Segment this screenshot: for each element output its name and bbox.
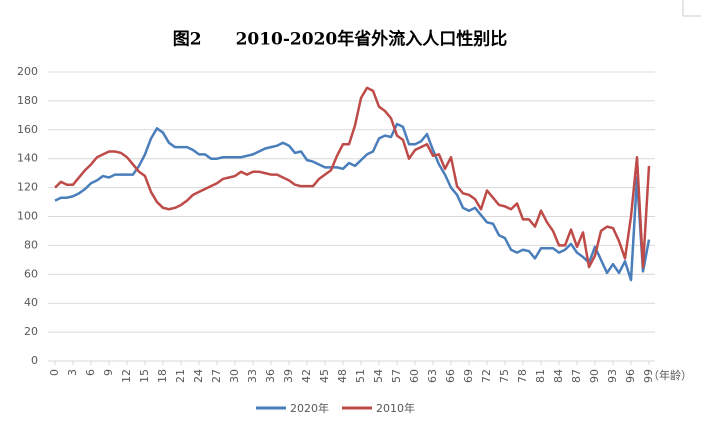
y-tick-label: 180 [17,94,38,107]
x-tick-label: 87 [570,369,583,383]
x-tick-label: 54 [372,369,385,383]
y-tick-label: 80 [24,238,38,251]
x-tick-label: 81 [534,369,547,383]
x-tick-label: 99 [642,369,655,383]
x-tick-label: 27 [210,369,223,383]
x-tick-label: 6 [84,369,97,376]
x-tick-label: 45 [318,369,331,383]
x-tick-label: 18 [156,369,169,383]
y-tick-label: 60 [24,267,38,280]
x-tick-label: 15 [138,369,151,383]
x-tick-label: 3 [66,369,79,376]
x-tick-label: 9 [102,369,115,376]
y-tick-label: 100 [17,210,38,223]
x-tick-label: 96 [624,369,637,383]
x-tick-label: 90 [588,369,601,383]
x-axis-label: （年龄） [648,368,692,382]
x-tick-label: 63 [426,369,439,383]
x-tick-label: 60 [408,369,421,383]
x-tick-label: 75 [498,369,511,383]
y-tick-label: 140 [17,152,38,165]
y-tick-label: 120 [17,181,38,194]
y-tick-label: 160 [17,123,38,136]
x-tick-label: 0 [48,369,61,376]
x-tick-label: 39 [282,369,295,383]
y-tick-label: 20 [24,325,38,338]
x-tick-label: 66 [444,369,457,383]
x-tick-label: 12 [120,369,133,383]
x-tick-label: 48 [336,369,349,383]
x-tick-label: 21 [174,369,187,383]
y-tick-label: 200 [17,65,38,78]
chart-title: 图2 2010-2020年省外流入人口性别比 [173,29,508,50]
x-tick-label: 33 [246,369,259,383]
series-line [54,86,651,269]
x-tick-label: 57 [390,369,403,383]
x-tick-label: 24 [192,369,205,383]
y-tick-label: 0 [31,354,38,367]
x-tick-label: 78 [516,369,529,383]
x-tick-label: 42 [300,369,313,383]
series-line [54,122,651,282]
x-tick-label: 51 [354,369,367,383]
x-tick-label: 84 [552,369,565,383]
legend-label: 2020年 [290,401,329,415]
x-tick-label: 69 [462,369,475,383]
y-tick-label: 40 [24,296,38,309]
legend-label: 2010年 [376,401,415,415]
x-tick-label: 93 [606,369,619,383]
x-tick-label: 36 [264,369,277,383]
x-tick-label: 30 [228,369,241,383]
x-tick-label: 72 [480,369,493,383]
